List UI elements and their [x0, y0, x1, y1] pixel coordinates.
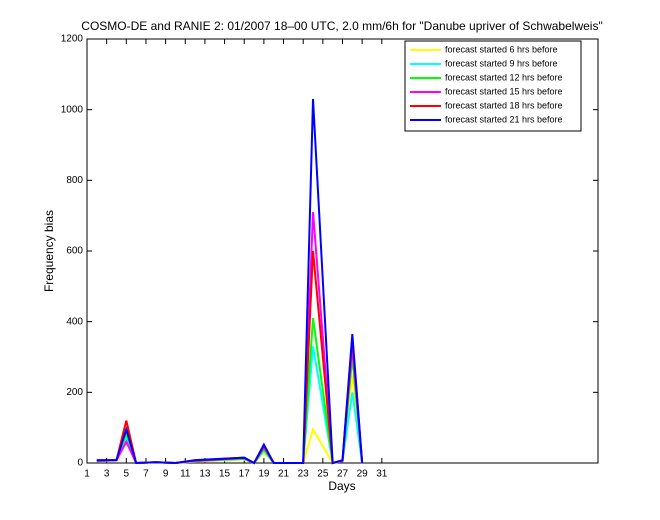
chart-title: COSMO-DE and RANIE 2: 01/2007 18–00 UTC,… [81, 19, 602, 33]
y-tick-label: 200 [66, 387, 83, 398]
y-tick-label: 600 [66, 246, 83, 257]
x-axis-label: Days [328, 479, 355, 493]
legend-label: forecast started 18 hrs before [445, 100, 563, 110]
x-tick-label: 7 [143, 469, 149, 480]
x-tick-label: 25 [317, 469, 329, 480]
x-tick-label: 21 [278, 469, 290, 480]
x-tick-label: 19 [258, 469, 270, 480]
x-tick-label: 1 [84, 469, 90, 480]
legend-label: forecast started 12 hrs before [445, 72, 563, 82]
legend-label: forecast started 15 hrs before [445, 86, 563, 96]
x-tick-label: 23 [298, 469, 310, 480]
legend-label: forecast started 21 hrs before [445, 114, 563, 124]
x-tick-label: 11 [180, 469, 191, 480]
x-tick-label: 15 [219, 469, 231, 480]
x-tick-label: 17 [239, 469, 251, 480]
x-tick-label: 9 [163, 469, 169, 480]
x-tick-label: 3 [104, 469, 110, 480]
legend-label: forecast started 9 hrs before [445, 58, 558, 68]
y-tick-label: 400 [66, 316, 83, 327]
x-tick-label: 27 [337, 469, 349, 480]
y-tick-label: 1200 [61, 34, 84, 45]
y-axis-label: Frequency bias [42, 210, 56, 292]
legend-box [404, 40, 582, 132]
y-tick-label: 800 [66, 175, 83, 186]
y-tick-label: 1000 [61, 104, 84, 115]
x-tick-label: 5 [124, 469, 130, 480]
x-tick-label: 29 [357, 469, 369, 480]
series-line [96, 99, 364, 465]
legend-label: forecast started 6 hrs before [445, 44, 558, 54]
y-tick-label: 0 [77, 458, 83, 469]
x-tick-label: 31 [376, 469, 388, 480]
x-tick-label: 13 [199, 469, 211, 480]
